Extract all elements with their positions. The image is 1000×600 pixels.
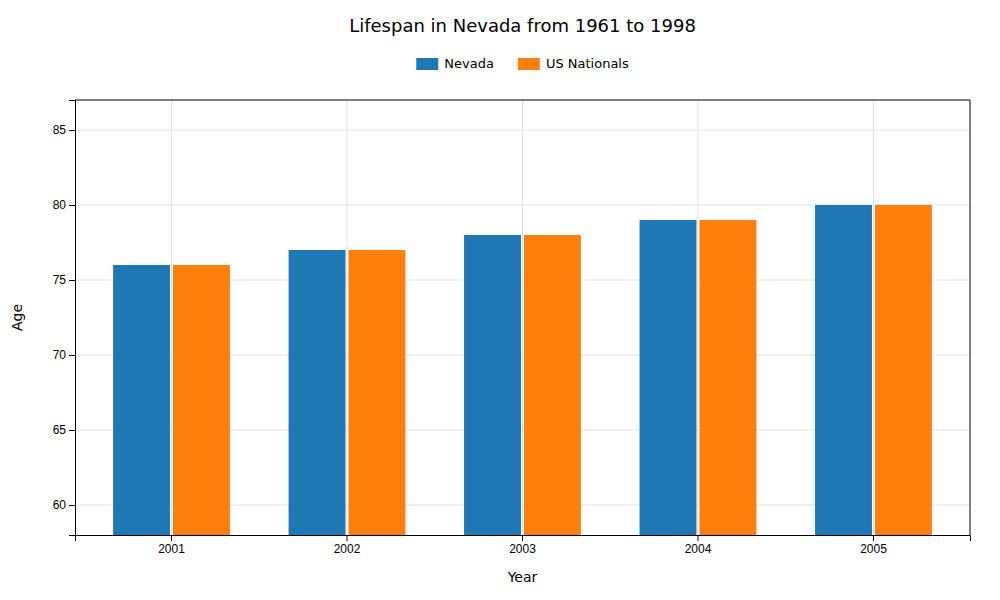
tick-mark: [69, 205, 75, 206]
tick: 2001: [158, 535, 185, 556]
legend-item: Nevada: [416, 56, 494, 71]
plot: 2001 2002 2003 2004 2005 60 65 70 75 80 85: [53, 100, 971, 556]
tick: 65: [53, 423, 75, 437]
legend-label: Nevada: [444, 56, 494, 71]
grid: [75, 100, 970, 535]
tick-label: 2005: [860, 542, 887, 556]
grid-line-x: [873, 100, 874, 535]
chart-svg: 2001 2002 2003 2004 2005 60 65 70 75 80 85 Year Age L…: [0, 0, 1000, 600]
tick-label: 85: [53, 123, 67, 137]
bar: [699, 220, 756, 535]
tick: 60: [53, 498, 75, 512]
tick: 2005: [860, 535, 887, 556]
bar: [173, 265, 230, 535]
bar: [815, 205, 872, 535]
bar: [640, 220, 697, 535]
tick-label: 2004: [685, 542, 712, 556]
tick-label: 2003: [509, 542, 536, 556]
legend-label: US Nationals: [546, 56, 629, 71]
bar: [875, 205, 932, 535]
tick: 2003: [509, 535, 536, 556]
tick-mark: [347, 535, 348, 541]
tick-label: 70: [53, 348, 67, 362]
tick-mark: [69, 430, 75, 431]
bars: [113, 205, 932, 535]
tick-mark: [69, 280, 75, 281]
legend: Nevada US Nationals: [416, 56, 629, 71]
tick-mark: [69, 505, 75, 506]
bar: [113, 265, 170, 535]
grid-line-x: [697, 100, 698, 535]
grid-line-x: [171, 100, 172, 535]
tick: 75: [53, 273, 75, 287]
tick-label: 65: [53, 423, 67, 437]
y-axis: 60 65 70 75 80 85: [53, 101, 76, 536]
bar: [464, 235, 521, 535]
bar: [524, 235, 581, 535]
frame-line: [970, 100, 971, 535]
bar: [349, 250, 406, 535]
legend-swatch: [416, 58, 438, 70]
tick-mark: [697, 535, 698, 541]
legend-item: US Nationals: [518, 56, 629, 71]
axis-line: [69, 101, 76, 536]
y-axis-title: Age: [9, 304, 25, 331]
x-axis: 2001 2002 2003 2004 2005: [76, 535, 971, 556]
axis-line: [76, 536, 971, 542]
tick-mark: [69, 355, 75, 356]
chart-container: 2001 2002 2003 2004 2005 60 65 70 75 80 85 Year Age L…: [0, 0, 1000, 600]
tick-mark: [873, 535, 874, 541]
tick-mark: [522, 535, 523, 541]
tick-label: 2001: [158, 542, 185, 556]
tick-label: 60: [53, 498, 67, 512]
tick: 70: [53, 348, 75, 362]
tick-mark: [171, 535, 172, 541]
tick-mark: [69, 130, 75, 131]
grid-line-x: [522, 100, 523, 535]
tick: 2004: [685, 535, 712, 556]
tick: 85: [53, 123, 75, 137]
frame-line: [75, 100, 970, 101]
grid-line-x: [347, 100, 348, 535]
tick-label: 75: [53, 273, 67, 287]
tick: 2002: [334, 535, 361, 556]
tick-label: 2002: [334, 542, 361, 556]
bar: [289, 250, 346, 535]
legend-swatch: [518, 58, 540, 70]
tick: 80: [53, 198, 75, 212]
tick-label: 80: [53, 198, 67, 212]
title: Lifespan in Nevada from 1961 to 1998: [349, 15, 696, 36]
x-axis-title: Year: [507, 569, 538, 585]
